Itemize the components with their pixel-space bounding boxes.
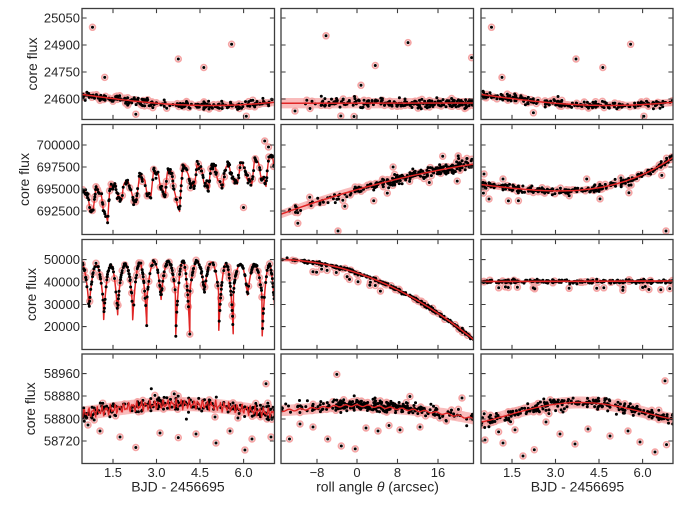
svg-text:BJD - 2456695: BJD - 2456695 <box>531 479 625 495</box>
svg-text:697500: 697500 <box>37 160 80 175</box>
svg-text:695000: 695000 <box>37 182 80 197</box>
svg-text:roll angle θ (arcsec): roll angle θ (arcsec) <box>316 479 439 495</box>
svg-text:core flux: core flux <box>24 38 40 91</box>
svg-text:58960: 58960 <box>44 366 80 381</box>
svg-text:1.5: 1.5 <box>503 465 521 480</box>
svg-text:58720: 58720 <box>44 434 80 449</box>
svg-text:16: 16 <box>431 465 445 480</box>
svg-text:1.5: 1.5 <box>104 465 122 480</box>
svg-text:0: 0 <box>353 465 360 480</box>
svg-text:8: 8 <box>394 465 401 480</box>
svg-text:24750: 24750 <box>44 65 80 80</box>
svg-text:BJD - 2456695: BJD - 2456695 <box>131 479 225 495</box>
svg-text:50000: 50000 <box>44 252 80 267</box>
svg-text:6.0: 6.0 <box>634 465 652 480</box>
svg-text:58800: 58800 <box>44 412 80 427</box>
svg-text:−8: −8 <box>310 465 325 480</box>
svg-text:700000: 700000 <box>37 138 80 153</box>
svg-text:692500: 692500 <box>37 204 80 219</box>
svg-text:core flux: core flux <box>22 382 38 435</box>
svg-text:core flux: core flux <box>16 153 32 206</box>
svg-text:25050: 25050 <box>44 11 80 26</box>
svg-text:30000: 30000 <box>44 297 80 312</box>
svg-text:core flux: core flux <box>23 268 39 321</box>
svg-text:58880: 58880 <box>44 389 80 404</box>
svg-text:3.0: 3.0 <box>147 465 165 480</box>
svg-text:4.5: 4.5 <box>191 465 209 480</box>
svg-text:3.0: 3.0 <box>546 465 564 480</box>
svg-text:24600: 24600 <box>44 92 80 107</box>
svg-text:40000: 40000 <box>44 275 80 290</box>
svg-text:6.0: 6.0 <box>235 465 253 480</box>
svg-text:4.5: 4.5 <box>590 465 608 480</box>
svg-text:24900: 24900 <box>44 38 80 53</box>
svg-text:20000: 20000 <box>44 319 80 334</box>
